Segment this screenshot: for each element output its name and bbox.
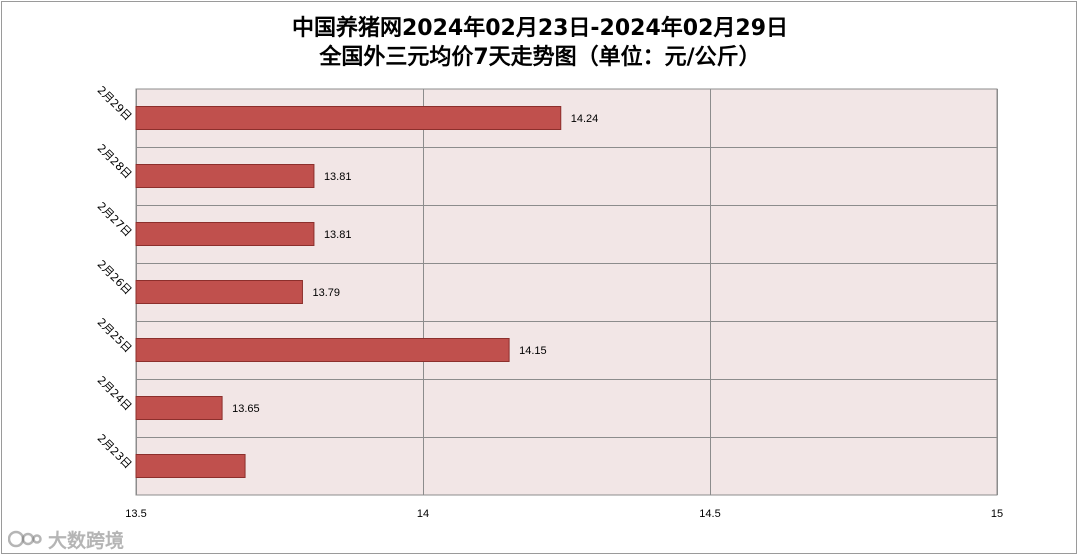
bar [135,164,315,188]
data-label: 13.79 [312,287,340,299]
category-label: 2月27日 [95,200,135,240]
bar [135,396,223,420]
data-labels: 14.24 13.81 13.81 13.79 14.15 13.65 [232,113,598,415]
tick-label: 14 [417,508,429,520]
chart-title: 中国养猪网2024年02月23日-2024年02月29日 全国外三元均价7天走势… [0,14,1080,72]
data-label: 13.65 [232,403,260,415]
data-label: 14.24 [571,113,599,125]
data-label: 13.81 [324,229,352,241]
bar [135,280,303,304]
chart-title-line-1: 中国养猪网2024年02月23日-2024年02月29日 [291,16,789,41]
category-label: 2月24日 [95,374,135,414]
bar [135,338,510,362]
gridlines [136,89,998,495]
bars [135,106,562,478]
value-axis-tick-labels: 13.5 14 14.5 15 [125,508,1003,520]
category-label: 2月29日 [95,84,135,124]
category-label: 2月28日 [95,142,135,182]
category-label: 2月26日 [95,258,135,298]
bar [135,454,246,478]
tick-label: 14.5 [699,508,720,520]
category-axis-labels: 2月29日 2月28日 2月27日 2月26日 2月25日 2月24日 2月23日 [95,84,135,472]
chart-title-line-2: 全国外三元均价7天走势图（单位：元/公斤） [319,45,761,70]
watermark: 大数跨境 [8,525,124,553]
category-label: 2月25日 [95,316,135,356]
tick-label: 15 [991,508,1003,520]
bar [135,106,562,130]
category-label: 2月23日 [95,432,135,472]
watermark-logo-icon [8,530,42,548]
bar [135,222,315,246]
tick-label: 13.5 [125,508,146,520]
data-label: 14.15 [519,345,547,357]
watermark-text: 大数跨境 [48,529,125,552]
data-label: 13.81 [324,171,352,183]
